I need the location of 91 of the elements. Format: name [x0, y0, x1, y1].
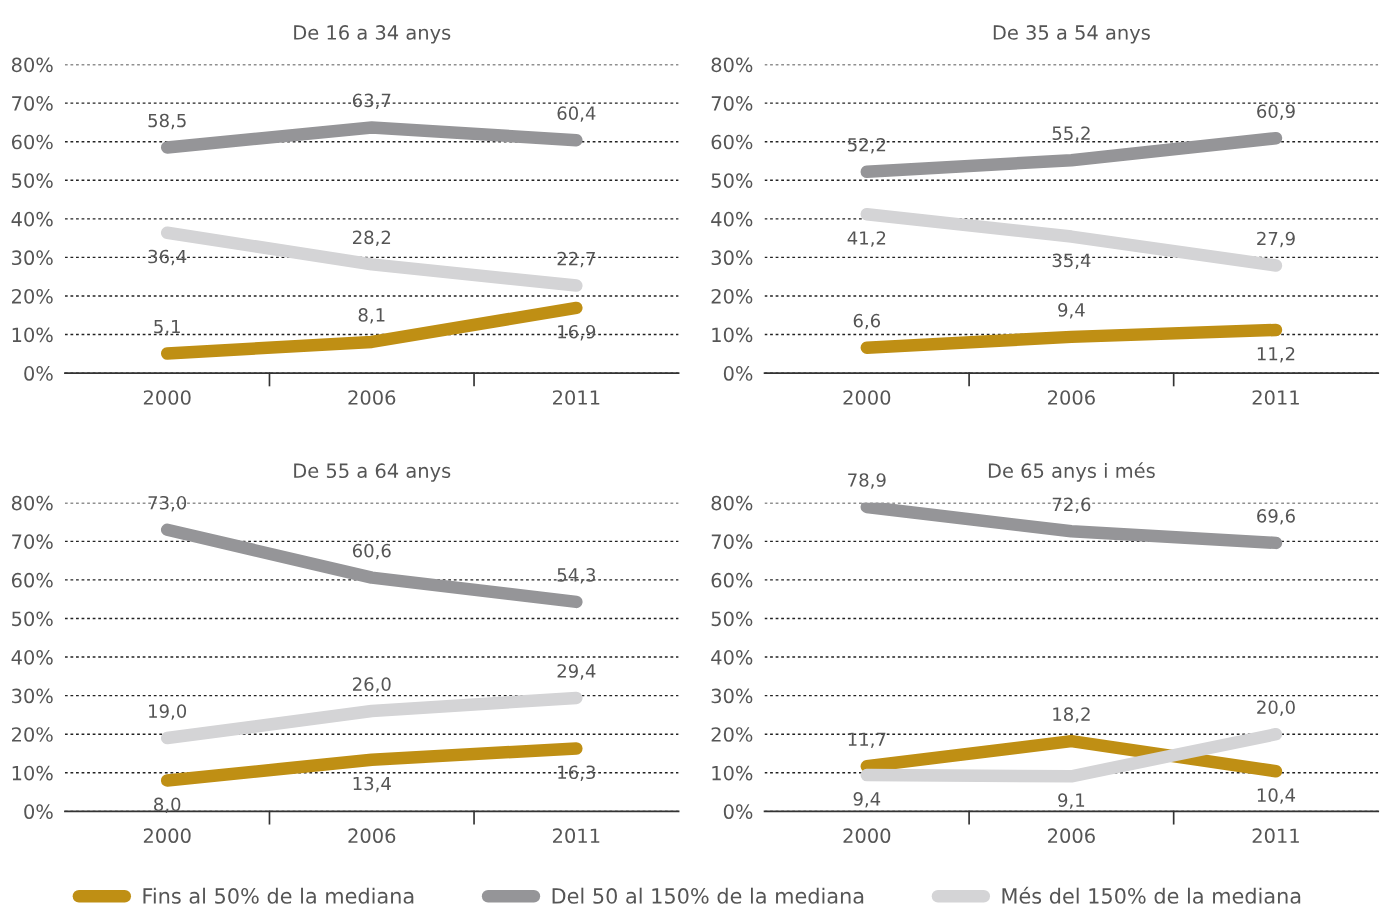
x-tick-label: 2000 — [143, 828, 191, 844]
data-label: 63,7 — [352, 93, 391, 110]
y-tick-label: 20% — [711, 288, 753, 304]
data-label: 8,1 — [358, 308, 385, 324]
x-tick-label: 2011 — [1252, 390, 1299, 405]
y-tick-label: 80% — [711, 57, 753, 73]
data-label: 13,4 — [353, 776, 391, 793]
data-label: 60,4 — [557, 106, 596, 122]
data-label: 9,1 — [1058, 793, 1085, 809]
data-label: 78,9 — [848, 473, 886, 489]
data-label: 5,1 — [154, 319, 180, 336]
y-tick-label: 30% — [12, 250, 53, 266]
y-tick-label: 0% — [24, 804, 53, 820]
data-label: 18,2 — [1053, 707, 1090, 723]
chart-title: De 16 a 34 anys — [294, 25, 451, 44]
y-tick-label: 80% — [11, 495, 53, 511]
data-label: 36,4 — [148, 249, 187, 266]
y-tick-label: 40% — [711, 650, 753, 665]
x-tick-label: 2006 — [1048, 390, 1095, 405]
y-tick-label: 60% — [11, 134, 53, 150]
data-label: 41,2 — [847, 231, 886, 247]
data-label: 22,7 — [557, 251, 595, 268]
y-tick-label: 20% — [12, 727, 53, 742]
data-label: 16,3 — [558, 765, 595, 781]
y-tick-label: 40% — [11, 650, 53, 665]
data-label: 73,0 — [148, 495, 187, 512]
y-tick-label: 50% — [711, 611, 753, 627]
x-tick-label: 2006 — [348, 828, 396, 844]
data-label: 27,9 — [1257, 231, 1295, 248]
x-tick-label: 2011 — [1252, 828, 1299, 844]
data-label: 6,6 — [853, 313, 881, 330]
y-tick-label: 30% — [12, 688, 53, 704]
chart-title: De 35 a 54 anys — [993, 25, 1150, 44]
y-tick-label: 70% — [12, 96, 53, 111]
x-tick-label: 2006 — [1048, 828, 1095, 844]
data-label: 52,2 — [848, 137, 886, 154]
data-label: 26,0 — [352, 677, 391, 693]
y-tick-label: 10% — [12, 327, 53, 343]
x-tick-label: 2006 — [348, 390, 396, 405]
chart-title: De 55 a 64 anys — [294, 463, 451, 482]
x-tick-label: 2011 — [553, 828, 600, 844]
data-label: 54,3 — [557, 568, 595, 584]
data-label: 10,4 — [1257, 788, 1296, 804]
data-label: 8,0 — [154, 797, 181, 813]
legend-label: Més del 150% de la mediana — [1002, 886, 1301, 904]
y-tick-label: 50% — [12, 611, 53, 627]
legend-label: Del 50 al 150% de la mediana — [552, 887, 864, 904]
y-tick-label: 40% — [711, 211, 753, 227]
x-tick-label: 2000 — [843, 828, 891, 844]
y-tick-label: 60% — [711, 572, 753, 588]
y-tick-label: 60% — [711, 134, 753, 150]
y-tick-label: 10% — [12, 765, 53, 781]
y-tick-label: 30% — [711, 688, 753, 704]
y-tick-label: 20% — [711, 727, 753, 742]
legend-label: Fins al 50% de la mediana — [143, 887, 414, 904]
y-tick-label: 80% — [11, 57, 53, 73]
data-label: 28,2 — [352, 230, 391, 247]
x-tick-label: 2011 — [553, 390, 600, 405]
y-tick-label: 0% — [24, 366, 53, 381]
data-label: 55,2 — [1052, 126, 1090, 142]
y-tick-label: 50% — [12, 173, 53, 188]
data-label: 58,5 — [148, 113, 186, 130]
data-label: 20,0 — [1257, 700, 1295, 716]
data-label: 16,9 — [558, 324, 596, 341]
y-tick-label: 40% — [11, 211, 53, 227]
y-tick-label: 20% — [12, 288, 53, 304]
data-label: 19,0 — [149, 704, 187, 720]
data-label: 29,4 — [557, 664, 596, 680]
data-label: 72,6 — [1052, 497, 1091, 513]
x-tick-label: 2000 — [843, 390, 891, 405]
data-label: 35,4 — [1052, 253, 1091, 270]
y-tick-label: 50% — [711, 173, 753, 188]
y-tick-label: 70% — [711, 96, 753, 111]
x-tick-label: 2000 — [143, 390, 191, 405]
y-tick-label: 10% — [712, 765, 753, 781]
data-label: 60,6 — [352, 543, 391, 560]
y-tick-label: 70% — [711, 534, 753, 549]
y-tick-label: 0% — [723, 804, 753, 820]
chart-title: De 65 anys i més — [988, 462, 1155, 482]
y-tick-label: 80% — [711, 495, 753, 511]
data-label: 11,2 — [1257, 346, 1295, 363]
y-tick-label: 60% — [11, 572, 53, 588]
y-tick-label: 30% — [711, 250, 753, 266]
data-label: 9,4 — [1058, 303, 1085, 319]
data-label: 69,6 — [1257, 509, 1295, 525]
data-label: 11,7 — [848, 732, 886, 748]
y-tick-label: 70% — [12, 534, 53, 549]
y-tick-label: 10% — [712, 327, 753, 343]
data-label: 9,4 — [853, 792, 881, 808]
data-label: 60,9 — [1257, 104, 1295, 120]
y-tick-label: 0% — [723, 366, 753, 381]
